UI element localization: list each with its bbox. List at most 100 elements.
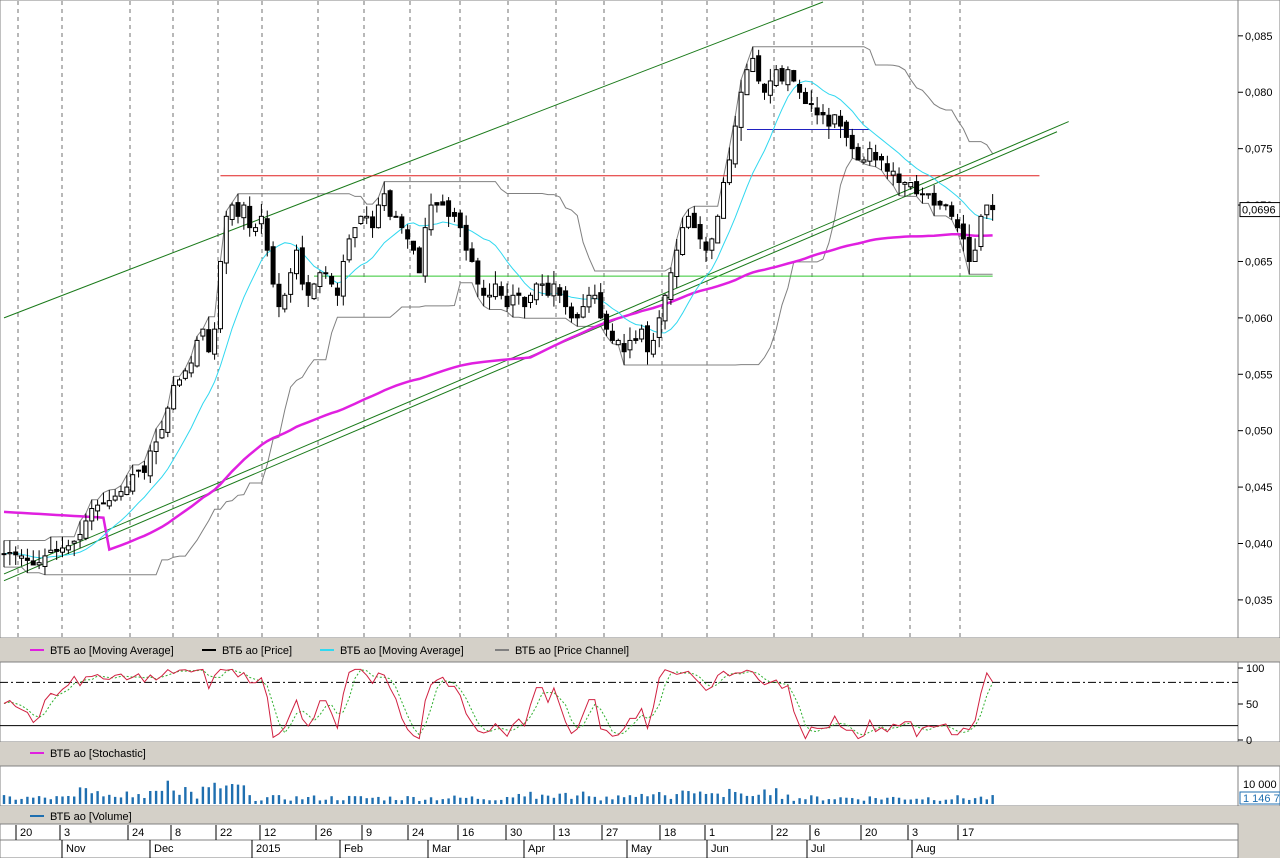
- candle-body: [399, 216, 405, 229]
- volume-bar: [219, 788, 222, 804]
- candle-body: [884, 163, 890, 172]
- candle-body: [960, 223, 966, 240]
- volume-bar: [429, 797, 433, 804]
- candle: [487, 283, 493, 310]
- candle: [697, 216, 703, 250]
- candle: [112, 489, 118, 502]
- day-tick-label: 17: [962, 827, 974, 839]
- volume-bar: [184, 787, 187, 804]
- candle-body: [106, 500, 112, 507]
- candle: [960, 214, 966, 252]
- candle: [902, 181, 908, 197]
- volume-bar: [84, 788, 88, 804]
- price-tick-label: 0,045: [1245, 482, 1273, 494]
- candle-body: [615, 339, 621, 346]
- candle: [48, 536, 54, 554]
- day-tick-label: 6: [814, 827, 820, 839]
- volume-bar: [681, 790, 684, 804]
- volume-bar: [365, 798, 368, 804]
- month-tick-label: Apr: [528, 843, 545, 855]
- candle-body: [182, 370, 188, 379]
- volume-bar: [804, 799, 807, 804]
- candle: [65, 539, 71, 554]
- volume-bar: [324, 799, 327, 804]
- volume-bar: [570, 798, 573, 804]
- candle: [340, 254, 346, 306]
- volume-bar: [26, 796, 29, 804]
- volume-bar: [523, 796, 526, 804]
- candle-body: [949, 205, 955, 217]
- volume-bar: [271, 795, 275, 804]
- candle: [7, 540, 13, 566]
- volume-bar: [874, 798, 877, 804]
- candle: [972, 238, 978, 262]
- candle-body: [802, 91, 808, 105]
- volume-bar: [962, 798, 965, 804]
- volume-bar: [564, 792, 567, 804]
- candle: [223, 211, 229, 275]
- volume-bar: [734, 791, 737, 804]
- candle: [919, 187, 925, 204]
- day-tick-label: 1: [709, 827, 715, 839]
- volume-bar: [277, 795, 281, 804]
- candle-body: [229, 204, 235, 220]
- candle: [744, 63, 750, 96]
- candle-body: [194, 339, 200, 367]
- candle: [750, 46, 756, 73]
- moving-average-long-line: [3, 232, 993, 552]
- candle-body: [568, 306, 574, 319]
- volume-last-box: [1239, 791, 1280, 805]
- volume-bar: [49, 799, 52, 804]
- volume-bar: [207, 787, 210, 804]
- candle-body: [937, 200, 943, 206]
- candle: [890, 162, 896, 186]
- candle: [60, 536, 65, 558]
- candle: [381, 181, 387, 211]
- legend-entry: ВТБ ао [Price Channel]: [495, 645, 629, 657]
- candle-body: [276, 283, 282, 308]
- candle: [797, 79, 803, 99]
- volume-bar: [979, 796, 983, 804]
- volume-bar: [347, 795, 351, 804]
- volume-bar: [190, 791, 193, 804]
- candle-body: [54, 548, 60, 552]
- candle: [294, 244, 299, 280]
- candle-body: [849, 134, 855, 150]
- volume-bar: [213, 782, 216, 804]
- candle-body: [592, 294, 598, 300]
- volume-bar: [8, 796, 12, 804]
- candle-body: [931, 192, 937, 206]
- candle-body: [721, 181, 727, 219]
- volume-bar: [611, 799, 614, 804]
- day-tick-label: 3: [64, 827, 70, 839]
- candle: [680, 217, 686, 256]
- candle-body: [30, 560, 36, 566]
- candle-body: [545, 282, 551, 296]
- candle: [136, 469, 142, 478]
- candle: [709, 237, 715, 260]
- volume-bar: [886, 797, 889, 804]
- volume-bar: [90, 793, 93, 804]
- volume-bar: [494, 800, 497, 804]
- volume-bar: [991, 795, 994, 804]
- candle: [545, 275, 551, 298]
- day-tick-label: 27: [606, 827, 618, 839]
- price-channel-upper: [3, 46, 994, 542]
- candle: [802, 87, 808, 105]
- volume-bar: [73, 796, 76, 804]
- candle-body: [685, 215, 691, 228]
- candle-body: [533, 283, 539, 301]
- stochastic-panel[interactable]: [0, 661, 1239, 743]
- stochastic-tick-label: 50: [1246, 699, 1258, 711]
- candle-body: [130, 474, 136, 492]
- candle-body: [978, 215, 984, 248]
- candle-body: [732, 125, 738, 165]
- volume-bar: [587, 796, 591, 804]
- volume-bar: [938, 800, 942, 804]
- candle-body: [288, 272, 294, 295]
- candle: [650, 332, 656, 358]
- candle: [522, 296, 528, 319]
- candle-body: [440, 201, 446, 206]
- candle-body: [814, 107, 820, 116]
- candle-body: [481, 287, 487, 296]
